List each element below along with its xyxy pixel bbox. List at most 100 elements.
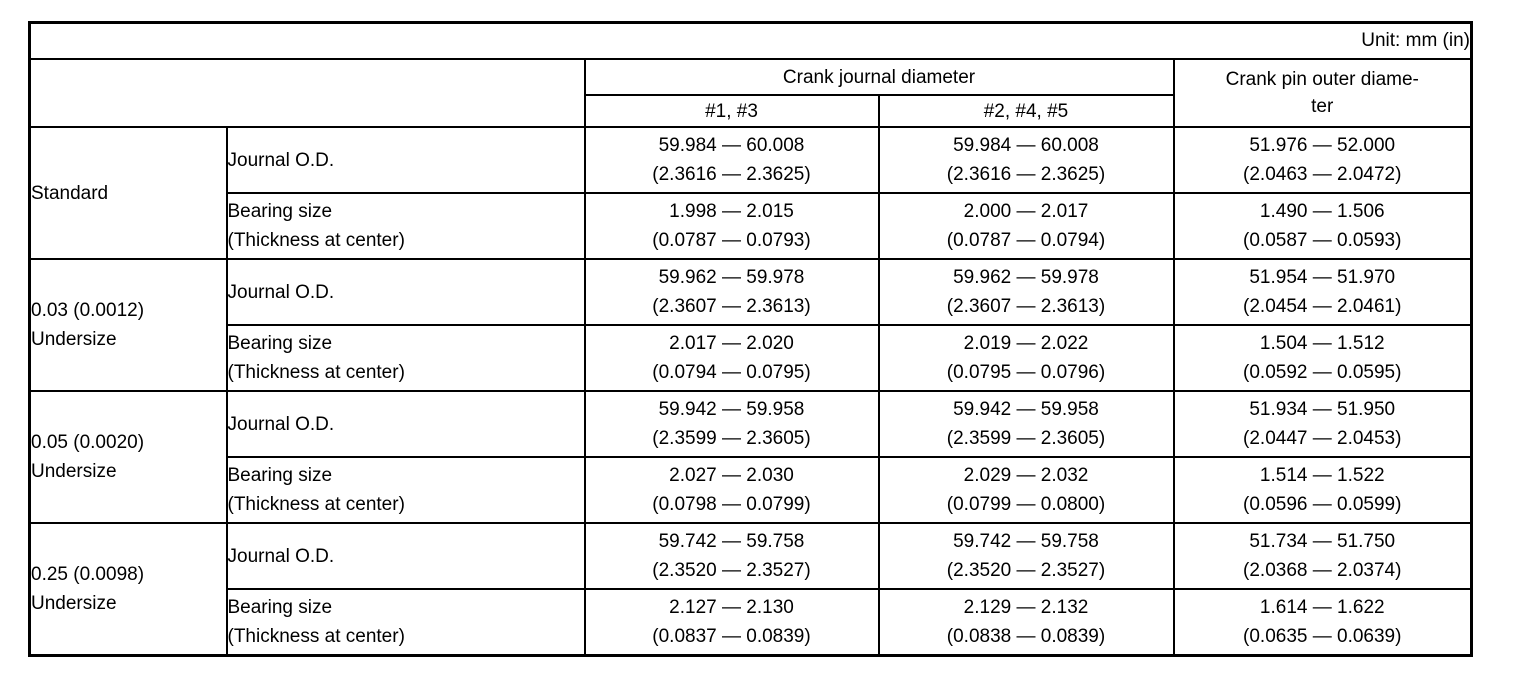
value-in: (0.0798 — 0.0799) — [652, 494, 811, 515]
value-cell: 59.962 — 59.978 (2.3607 — 2.3613) — [583, 258, 880, 326]
group-label-line1: 0.25 (0.0098) — [31, 564, 145, 585]
value-cell: 1.514 — 1.522 (0.0596 — 0.0599) — [1172, 456, 1473, 524]
group-label-standard: Standard — [28, 126, 228, 260]
bearing-label-line2: (Thickness at center) — [227, 626, 405, 647]
value-in: (2.3616 — 2.3625) — [946, 164, 1106, 185]
row-label-journal-od: Journal O.D. — [225, 522, 586, 590]
bearing-label-line2: (Thickness at center) — [227, 362, 405, 383]
value-mm: 51.934 — 51.950 — [1249, 399, 1396, 420]
table-row: 0.03 (0.0012) Undersize Journal O.D. 59.… — [28, 258, 1473, 392]
group-label-005-undersize: 0.05 (0.0020) Undersize — [28, 390, 228, 524]
row-label-bearing-size: Bearing size (Thickness at center) — [225, 456, 586, 524]
value-in: (2.0454 — 2.0461) — [1243, 296, 1402, 317]
table-row: Bearing size (Thickness at center) 2.027… — [30, 456, 1473, 524]
value-mm: 59.742 — 59.758 — [658, 531, 805, 552]
value-cell: 59.962 — 59.978 (2.3607 — 2.3613) — [877, 258, 1175, 326]
value-in: (0.0787 — 0.0793) — [652, 230, 811, 251]
header-blank-cell — [28, 58, 586, 128]
value-mm: 1.514 — 1.522 — [1259, 465, 1385, 486]
value-in: (2.0368 — 2.0374) — [1243, 560, 1402, 581]
value-mm: 2.127 — 2.130 — [669, 597, 794, 618]
value-in: (0.0795 — 0.0796) — [946, 362, 1106, 383]
row-label-journal-od: Journal O.D. — [225, 258, 586, 326]
header-journal-1-3: #1, #3 — [583, 94, 880, 128]
value-cell: 1.614 — 1.622 (0.0635 — 0.0639) — [1172, 588, 1473, 657]
value-cell: 59.742 — 59.758 (2.3520 — 2.3527) — [583, 522, 880, 590]
value-cell: 2.127 — 2.130 (0.0837 — 0.0839) — [583, 588, 880, 657]
value-in: (0.0794 — 0.0795) — [652, 362, 811, 383]
value-in: (2.3520 — 2.3527) — [946, 560, 1106, 581]
value-mm: 2.129 — 2.132 — [963, 597, 1089, 618]
value-cell: 51.734 — 51.750 (2.0368 — 2.0374) — [1172, 522, 1473, 590]
value-cell: 51.976 — 52.000 (2.0463 — 2.0472) — [1172, 126, 1473, 194]
group-label-line2: Undersize — [31, 593, 117, 614]
row-label-bearing-size: Bearing size (Thickness at center) — [225, 324, 586, 392]
row-label-journal-od: Journal O.D. — [225, 126, 586, 194]
value-mm: 51.976 — 52.000 — [1249, 135, 1396, 156]
header-row-1: Crank journal diameter Crank pin outer d… — [28, 58, 1473, 128]
table-row: 0.25 (0.0098) Undersize Journal O.D. 59.… — [28, 522, 1473, 657]
value-mm: 1.490 — 1.506 — [1259, 201, 1385, 222]
value-cell: 59.984 — 60.008 (2.3616 — 2.3625) — [583, 126, 880, 194]
group-label-003-undersize: 0.03 (0.0012) Undersize — [28, 258, 228, 392]
value-cell: 1.490 — 1.506 (0.0587 — 0.0593) — [1172, 192, 1473, 260]
bearing-label-line1: Bearing size — [227, 465, 333, 486]
unit-row: Unit: mm (in) — [28, 21, 1473, 60]
value-cell: 59.742 — 59.758 (2.3520 — 2.3527) — [877, 522, 1175, 590]
value-cell: 2.027 — 2.030 (0.0798 — 0.0799) — [583, 456, 880, 524]
bearing-label-line1: Bearing size — [227, 597, 333, 618]
value-mm: 51.954 — 51.970 — [1249, 267, 1396, 288]
group-label-025-undersize: 0.25 (0.0098) Undersize — [28, 522, 228, 657]
row-label-bearing-size: Bearing size (Thickness at center) — [225, 192, 586, 260]
value-in: (2.3607 — 2.3613) — [652, 296, 811, 317]
bearing-label-line1: Bearing size — [227, 333, 333, 354]
value-in: (2.3599 — 2.3605) — [946, 428, 1106, 449]
value-in: (2.0463 — 2.0472) — [1243, 164, 1402, 185]
value-mm: 1.998 — 2.015 — [669, 201, 794, 222]
bearing-label-line1: Bearing size — [227, 201, 333, 222]
unit-label: Unit: mm (in) — [28, 21, 1473, 60]
table-row: Bearing size (Thickness at center) 1.998… — [30, 192, 1473, 260]
value-cell: 2.029 — 2.032 (0.0799 — 0.0800) — [877, 456, 1175, 524]
value-in: (0.0635 — 0.0639) — [1243, 626, 1402, 647]
value-cell: 1.504 — 1.512 (0.0592 — 0.0595) — [1172, 324, 1473, 392]
value-mm: 2.000 — 2.017 — [963, 201, 1089, 222]
value-mm: 59.984 — 60.008 — [658, 135, 805, 156]
group-label-line1: Standard — [31, 182, 109, 204]
value-mm: 1.504 — 1.512 — [1259, 333, 1385, 354]
value-cell: 51.934 — 51.950 (2.0447 — 2.0453) — [1172, 390, 1473, 458]
value-mm: 59.984 — 60.008 — [953, 135, 1099, 156]
value-cell: 1.998 — 2.015 (0.0787 — 0.0793) — [583, 192, 880, 260]
row-label-journal-od: Journal O.D. — [225, 390, 586, 458]
table-row: Bearing size (Thickness at center) 2.127… — [30, 588, 1473, 657]
value-mm: 2.019 — 2.022 — [963, 333, 1089, 354]
value-mm: 59.962 — 59.978 — [953, 267, 1099, 288]
bearing-label-line2: (Thickness at center) — [227, 494, 405, 515]
value-mm: 59.942 — 59.958 — [953, 399, 1099, 420]
group-label-line2: Undersize — [31, 329, 117, 350]
row-label-bearing-size: Bearing size (Thickness at center) — [225, 588, 586, 657]
value-cell: 51.954 — 51.970 (2.0454 — 2.0461) — [1172, 258, 1473, 326]
value-in: (0.0838 — 0.0839) — [946, 626, 1106, 647]
value-in: (0.0596 — 0.0599) — [1243, 494, 1402, 515]
crankshaft-spec-table: Unit: mm (in) Crank journal diameter Cra… — [28, 21, 1473, 657]
value-mm: 51.734 — 51.750 — [1249, 531, 1396, 552]
group-label-line2: Undersize — [31, 461, 117, 482]
header-crank-pin-line1: Crank pin outer diame- — [1225, 69, 1419, 90]
value-in: (2.3616 — 2.3625) — [652, 164, 811, 185]
bearing-label-line2: (Thickness at center) — [227, 230, 405, 251]
value-in: (2.3607 — 2.3613) — [946, 296, 1106, 317]
value-cell: 2.000 — 2.017 (0.0787 — 0.0794) — [877, 192, 1175, 260]
value-in: (0.0787 — 0.0794) — [946, 230, 1106, 251]
value-in: (2.3599 — 2.3605) — [652, 428, 811, 449]
value-mm: 1.614 — 1.622 — [1259, 597, 1385, 618]
value-cell: 59.942 — 59.958 (2.3599 — 2.3605) — [877, 390, 1175, 458]
header-crank-pin-line2: ter — [1311, 96, 1334, 117]
value-cell: 59.942 — 59.958 (2.3599 — 2.3605) — [583, 390, 880, 458]
table-row: 0.05 (0.0020) Undersize Journal O.D. 59.… — [28, 390, 1473, 524]
table-row: Standard Journal O.D. 59.984 — 60.008 (2… — [28, 126, 1473, 260]
value-cell: 59.984 — 60.008 (2.3616 — 2.3625) — [877, 126, 1175, 194]
value-mm: 59.742 — 59.758 — [953, 531, 1099, 552]
value-cell: 2.019 — 2.022 (0.0795 — 0.0796) — [877, 324, 1175, 392]
value-in: (0.0799 — 0.0800) — [946, 494, 1106, 515]
